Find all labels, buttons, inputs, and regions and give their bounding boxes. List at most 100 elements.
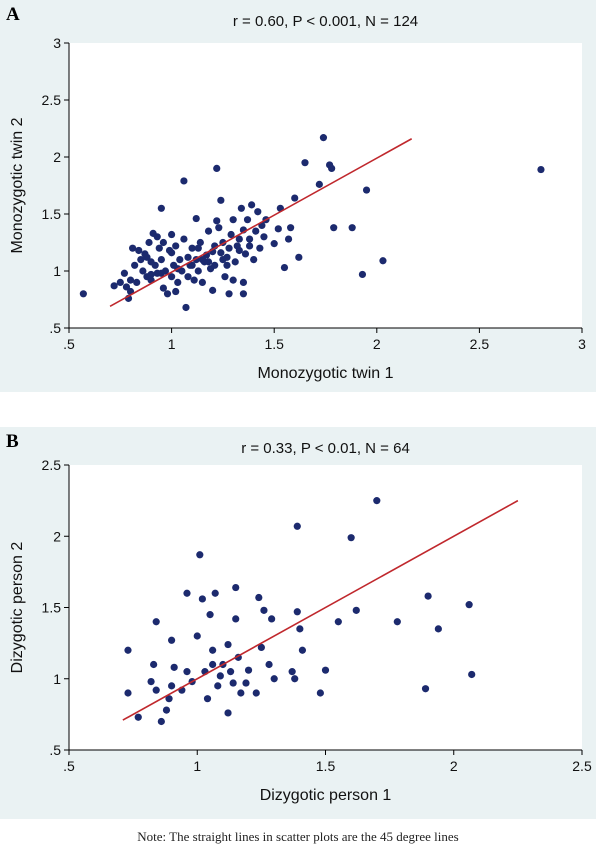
data-point	[133, 278, 141, 286]
data-point	[159, 284, 167, 292]
data-point	[268, 615, 276, 623]
data-point	[116, 278, 124, 286]
data-point	[174, 278, 182, 286]
data-point	[120, 269, 129, 277]
data-point	[229, 216, 237, 224]
data-point	[270, 675, 278, 683]
data-point	[188, 244, 196, 252]
data-point	[147, 270, 155, 279]
data-point	[157, 204, 165, 212]
data-point	[157, 717, 165, 726]
data-point	[139, 267, 147, 275]
data-point	[424, 592, 432, 600]
y-tick-label: .5	[49, 320, 61, 336]
data-point	[216, 672, 224, 680]
data-point	[328, 164, 336, 172]
data-point	[362, 186, 371, 194]
data-point	[168, 249, 176, 257]
data-point	[319, 134, 328, 142]
data-point	[226, 668, 235, 676]
panel-b: B .5 1 1.5 2 2.5 .5 1 1.5 2 2.5 r = 0.33, P < 0.01…	[0, 427, 596, 819]
data-point	[291, 194, 299, 202]
data-point	[182, 303, 190, 312]
data-point	[203, 695, 212, 703]
data-point	[198, 256, 206, 264]
data-point	[157, 256, 165, 264]
data-point	[198, 595, 206, 603]
data-point	[243, 216, 252, 224]
data-point	[217, 196, 225, 204]
data-point	[358, 270, 367, 279]
scatter-chart-b: .5 1 1.5 2 2.5 .5 1 1.5 2 2.5 r = 0.33, P < 0.01, …	[9, 440, 592, 804]
data-point	[145, 238, 153, 247]
data-point	[223, 261, 231, 269]
x-tick-label: .5	[63, 758, 75, 774]
data-point	[180, 235, 188, 243]
data-point	[224, 640, 232, 649]
data-point	[214, 682, 222, 690]
data-point	[206, 611, 214, 619]
data-point	[245, 242, 254, 250]
data-point	[137, 256, 145, 264]
data-point	[235, 246, 243, 255]
data-point	[231, 258, 239, 266]
data-point	[134, 713, 142, 721]
data-point	[352, 606, 360, 614]
data-point	[248, 201, 256, 209]
y-tick-label: 1.5	[42, 206, 62, 222]
data-point	[223, 253, 231, 261]
x-tick-label: 2.5	[572, 758, 592, 774]
data-point	[229, 276, 237, 284]
data-point	[172, 287, 180, 296]
data-point	[126, 276, 135, 284]
data-point	[241, 250, 250, 258]
y-tick-label: 2	[53, 528, 61, 544]
data-point	[256, 244, 264, 252]
data-point	[225, 244, 233, 252]
data-point	[211, 589, 219, 597]
y-axis-label: Dizygotic person 2	[9, 542, 26, 674]
data-point	[434, 625, 442, 633]
data-point	[183, 668, 191, 676]
x-tick-label: 2	[450, 758, 458, 774]
data-point	[196, 238, 204, 247]
data-point	[153, 233, 161, 241]
data-point	[180, 177, 188, 185]
data-point	[293, 608, 301, 616]
data-point	[150, 660, 158, 669]
scatter-chart-a: .5 1 1.5 2 2.5 3 .5 1 1.5 2 2.5 3 r = 0.60, P < 0.00…	[9, 13, 586, 382]
fit-line	[122, 499, 519, 721]
data-point	[131, 261, 139, 269]
data-point	[291, 675, 299, 683]
data-point	[260, 606, 268, 614]
data-point	[287, 224, 295, 232]
x-tick-label: 1	[193, 758, 201, 774]
data-point	[183, 589, 191, 597]
data-point	[373, 497, 381, 505]
data-point	[232, 583, 240, 592]
data-point	[293, 522, 301, 530]
data-point	[217, 249, 225, 257]
data-point	[537, 165, 545, 174]
data-point	[135, 246, 143, 255]
data-point	[237, 204, 245, 212]
data-point	[110, 282, 118, 290]
data-point	[155, 244, 163, 252]
data-point	[211, 261, 219, 269]
data-point	[252, 689, 260, 697]
data-point	[284, 235, 293, 243]
data-point	[334, 618, 342, 626]
y-tick-label: 2.5	[42, 92, 62, 108]
y-tick-label: 1.5	[42, 600, 62, 616]
x-tick-label: 1.5	[316, 758, 336, 774]
data-point	[192, 214, 200, 223]
data-point	[225, 290, 233, 298]
data-point	[152, 618, 160, 626]
data-point	[245, 235, 254, 243]
y-tick-label: 1	[53, 263, 61, 279]
data-point	[347, 534, 355, 542]
data-point	[379, 257, 387, 265]
data-point	[330, 224, 338, 232]
data-point	[143, 253, 151, 261]
data-point	[213, 164, 221, 172]
